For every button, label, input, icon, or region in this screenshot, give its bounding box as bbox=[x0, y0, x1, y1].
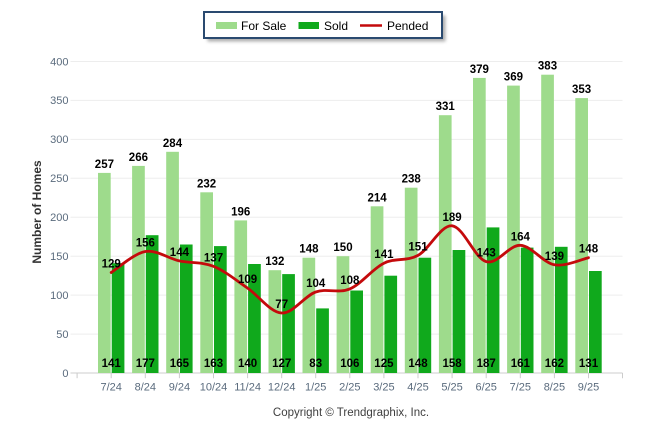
svg-text:83: 83 bbox=[309, 358, 322, 370]
svg-text:150: 150 bbox=[50, 251, 68, 263]
svg-text:6/25: 6/25 bbox=[475, 382, 496, 394]
svg-text:Pended: Pended bbox=[387, 19, 428, 33]
svg-text:353: 353 bbox=[572, 84, 591, 96]
svg-text:187: 187 bbox=[477, 358, 496, 370]
svg-text:238: 238 bbox=[402, 174, 422, 186]
svg-text:144: 144 bbox=[170, 247, 190, 259]
svg-text:140: 140 bbox=[238, 358, 257, 370]
svg-text:Number of Homes: Number of Homes bbox=[30, 160, 44, 264]
svg-text:158: 158 bbox=[443, 358, 463, 370]
svg-text:148: 148 bbox=[299, 244, 319, 256]
svg-text:284: 284 bbox=[163, 138, 183, 150]
svg-text:350: 350 bbox=[50, 95, 68, 107]
svg-text:2/25: 2/25 bbox=[339, 382, 360, 394]
svg-text:77: 77 bbox=[275, 299, 288, 311]
svg-text:108: 108 bbox=[340, 275, 360, 287]
svg-text:148: 148 bbox=[579, 244, 599, 256]
svg-text:162: 162 bbox=[545, 358, 564, 370]
svg-text:8/24: 8/24 bbox=[135, 382, 156, 394]
svg-text:189: 189 bbox=[443, 212, 462, 224]
svg-text:100: 100 bbox=[50, 290, 68, 302]
svg-text:200: 200 bbox=[50, 212, 68, 224]
svg-text:104: 104 bbox=[306, 278, 326, 290]
svg-text:163: 163 bbox=[204, 358, 223, 370]
svg-text:129: 129 bbox=[102, 259, 121, 271]
svg-text:383: 383 bbox=[538, 61, 557, 73]
svg-text:125: 125 bbox=[374, 358, 394, 370]
svg-text:232: 232 bbox=[197, 178, 216, 190]
svg-text:141: 141 bbox=[102, 358, 122, 370]
svg-text:161: 161 bbox=[511, 358, 531, 370]
svg-text:10/24: 10/24 bbox=[200, 382, 228, 394]
svg-text:7/24: 7/24 bbox=[100, 382, 121, 394]
svg-text:143: 143 bbox=[477, 248, 496, 260]
svg-text:369: 369 bbox=[504, 72, 523, 84]
svg-text:9/25: 9/25 bbox=[578, 382, 599, 394]
svg-text:250: 250 bbox=[50, 173, 68, 185]
svg-text:0: 0 bbox=[62, 368, 68, 380]
svg-text:150: 150 bbox=[333, 242, 352, 254]
svg-text:151: 151 bbox=[408, 241, 428, 253]
svg-text:177: 177 bbox=[136, 358, 155, 370]
svg-text:9/24: 9/24 bbox=[169, 382, 190, 394]
svg-text:257: 257 bbox=[95, 159, 114, 171]
svg-text:Sold: Sold bbox=[324, 19, 348, 33]
svg-text:300: 300 bbox=[50, 134, 68, 146]
svg-text:12/24: 12/24 bbox=[268, 382, 296, 394]
svg-text:1/25: 1/25 bbox=[305, 382, 326, 394]
svg-text:11/24: 11/24 bbox=[234, 382, 261, 394]
svg-text:5/25: 5/25 bbox=[441, 382, 462, 394]
svg-text:For Sale: For Sale bbox=[241, 19, 287, 33]
svg-text:109: 109 bbox=[238, 274, 257, 286]
svg-text:7/25: 7/25 bbox=[510, 382, 531, 394]
svg-text:106: 106 bbox=[340, 358, 359, 370]
svg-text:148: 148 bbox=[408, 358, 428, 370]
svg-text:379: 379 bbox=[470, 64, 489, 76]
svg-text:156: 156 bbox=[136, 238, 155, 250]
svg-text:50: 50 bbox=[56, 329, 68, 341]
svg-text:139: 139 bbox=[545, 251, 564, 263]
svg-text:Copyright © Trendgraphix, Inc.: Copyright © Trendgraphix, Inc. bbox=[273, 407, 429, 419]
svg-text:331: 331 bbox=[436, 101, 456, 113]
svg-text:8/25: 8/25 bbox=[544, 382, 565, 394]
svg-text:214: 214 bbox=[368, 192, 388, 204]
svg-text:137: 137 bbox=[204, 252, 223, 264]
svg-text:132: 132 bbox=[265, 256, 284, 268]
svg-text:196: 196 bbox=[231, 206, 250, 218]
svg-text:3/25: 3/25 bbox=[373, 382, 394, 394]
svg-text:266: 266 bbox=[129, 152, 148, 164]
svg-text:164: 164 bbox=[511, 231, 531, 243]
svg-text:400: 400 bbox=[50, 56, 68, 68]
svg-text:131: 131 bbox=[579, 358, 599, 370]
svg-text:127: 127 bbox=[272, 358, 291, 370]
svg-text:141: 141 bbox=[374, 249, 394, 261]
svg-text:165: 165 bbox=[170, 358, 190, 370]
svg-text:4/25: 4/25 bbox=[407, 382, 428, 394]
